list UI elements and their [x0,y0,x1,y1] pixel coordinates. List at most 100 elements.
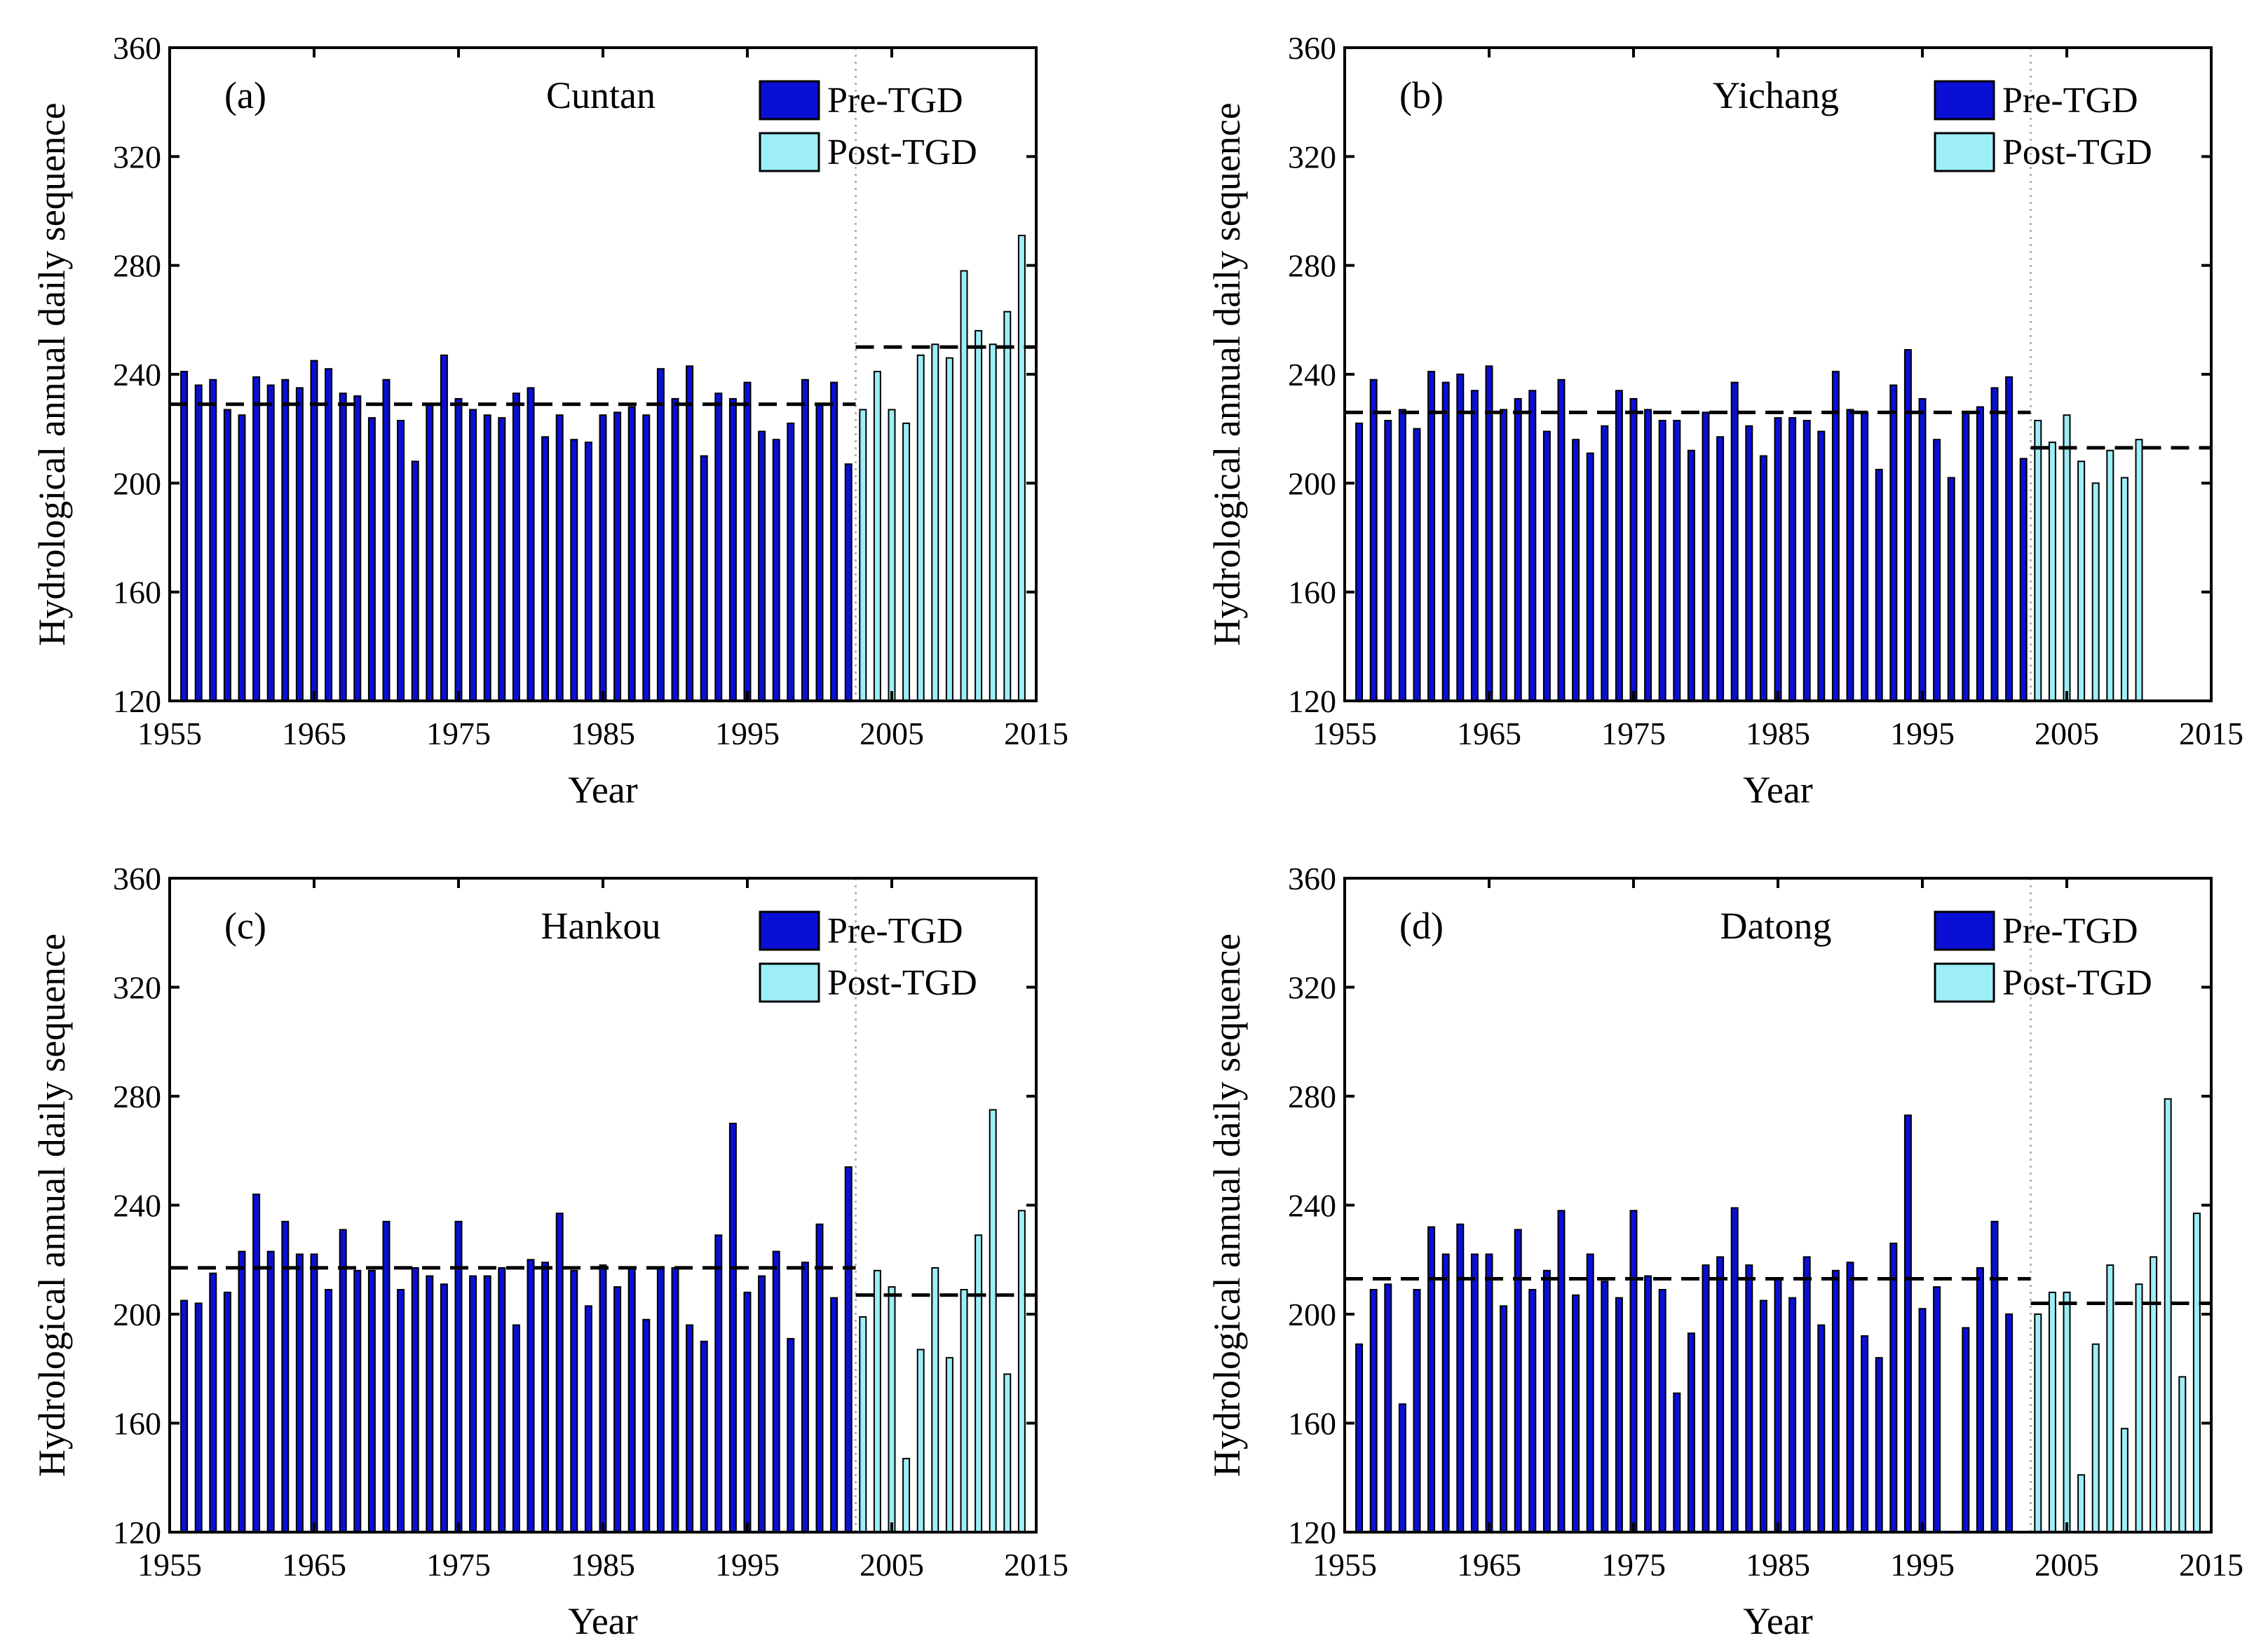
post-tgd-bar [888,409,896,702]
pre-tgd-bar [1861,411,1869,702]
panel-c: 120 160 200 240 280 320 360 1955 1965 1975 1985 199… [31,861,1068,1642]
post-tgd-bar [873,1269,881,1534]
legend-pre-swatch [1934,80,1995,121]
pre-tgd-bar [1514,1229,1522,1534]
pre-tgd-bar [1441,1253,1450,1533]
pre-tgd-bar [1962,411,1970,702]
x-tick-label: 1995 [715,716,780,751]
station-name: Datong [1720,905,1832,947]
pre-tgd-bar [844,463,853,702]
pre-tgd-bar [1687,449,1695,702]
pre-tgd-bar [1947,477,1955,702]
pre-tgd-bar [584,1305,592,1534]
pre-tgd-bar [714,392,723,702]
y-tick-label: 280 [1288,248,1336,284]
post-tgd-bar [2192,1213,2201,1533]
y-axis-label: Hydrological annual daily sequence [1206,102,1248,646]
pre-tgd-bar [1398,409,1406,702]
legend-pre-swatch [759,80,820,121]
y-tick-label: 160 [113,1406,161,1442]
pre-tgd-bar [1500,1305,1508,1534]
pre-tgd-bar [1918,397,1927,702]
post-tgd-bar [975,1234,983,1533]
pre-tgd-bar [1572,1294,1580,1533]
pre-tgd-bar [1500,409,1508,702]
y-tick-label: 360 [1288,30,1336,66]
pre-tgd-bar [700,1340,708,1533]
legend-post-swatch [759,962,820,1003]
pre-tgd-bar [1831,1269,1840,1534]
x-tick-label: 1975 [426,1547,491,1583]
pre-tgd-bar [728,1122,737,1533]
pre-tgd-bar [223,1291,231,1534]
x-axis-label: Year [1743,769,1813,811]
post-tgd-bar [931,343,939,702]
pre-tgd-bar [483,414,491,702]
post-tgd-bar [1003,310,1012,702]
post-tgd-bar [2106,1264,2114,1534]
x-axis-label: Year [568,1600,638,1642]
pre-tgd-bar [686,1324,694,1534]
pre-tgd-bar [613,411,622,702]
pre-tgd-bar [772,1250,780,1534]
legend-pre-swatch [759,910,820,951]
pre-tgd-bar [1831,371,1840,702]
pre-tgd-bar [353,1269,362,1534]
y-axis-label: Hydrological annual daily sequence [1206,934,1248,1477]
legend-pre-label: Pre-TGD [827,911,963,951]
pre-tgd-bar [1629,1210,1638,1534]
x-tick-label: 1985 [1746,1547,1810,1583]
x-tick-label: 1995 [1890,1547,1955,1583]
pre-tgd-bar [281,378,290,702]
pre-tgd-bar [830,1297,838,1534]
pre-tgd-bar [1644,409,1652,702]
pre-tgd-bar [1441,381,1450,702]
pre-tgd-bar [1673,420,1681,702]
pre-tgd-bar [1933,439,1941,702]
pre-tgd-bar [426,403,434,702]
post-tgd-bar [2164,1098,2172,1533]
x-tick-label: 2015 [1004,1547,1068,1583]
x-tick-label: 1985 [571,716,635,751]
y-tick-label: 160 [1288,575,1336,610]
x-tick-label: 1975 [426,716,491,751]
pre-tgd-bar [599,414,607,702]
pre-tgd-bar [1470,1253,1479,1533]
x-tick-label: 1955 [137,716,202,751]
pre-tgd-bar [527,1259,535,1533]
pre-tgd-bar [1557,1210,1566,1534]
pre-tgd-bar [1903,349,1912,702]
pre-tgd-bar [1601,425,1609,702]
pre-tgd-bar [801,1262,809,1533]
pre-tgd-bar [1355,1343,1364,1533]
pre-tgd-bar [325,368,333,702]
pre-tgd-bar [498,417,506,702]
panel-letter: (b) [1399,74,1444,116]
pre-tgd-bar [1702,1264,1710,1534]
post-tgd-bar [989,1109,997,1533]
pre-tgd-bar [325,1289,333,1533]
y-tick-label: 240 [113,1188,161,1224]
x-tick-label: 2005 [860,1547,924,1583]
pre-tgd-bar [1976,406,1984,702]
post-tgd-bar [945,1357,953,1533]
pre-tgd-bar [426,1275,434,1533]
pre-tgd-bar [1470,390,1479,702]
y-tick-label: 200 [1288,465,1336,501]
pre-tgd-bar [238,414,246,702]
x-tick-label: 2005 [2035,1547,2099,1583]
pre-tgd-bar [266,1250,275,1534]
pre-tgd-bar [758,1275,766,1533]
post-tgd-bar [1003,1373,1012,1534]
pre-tgd-bar [1542,430,1551,702]
pre-tgd-bar [787,1337,795,1534]
pre-tgd-bar [1730,1207,1739,1533]
pre-tgd-bar [180,1299,189,1533]
pre-tgd-bar [483,1275,491,1533]
post-tgd-bar [916,1349,925,1533]
pre-tgd-bar [266,384,275,702]
pre-tgd-bar [1774,417,1782,702]
pre-tgd-bar [1413,1289,1421,1533]
pre-tgd-bar [541,436,550,702]
x-tick-label: 1975 [1601,1547,1666,1583]
